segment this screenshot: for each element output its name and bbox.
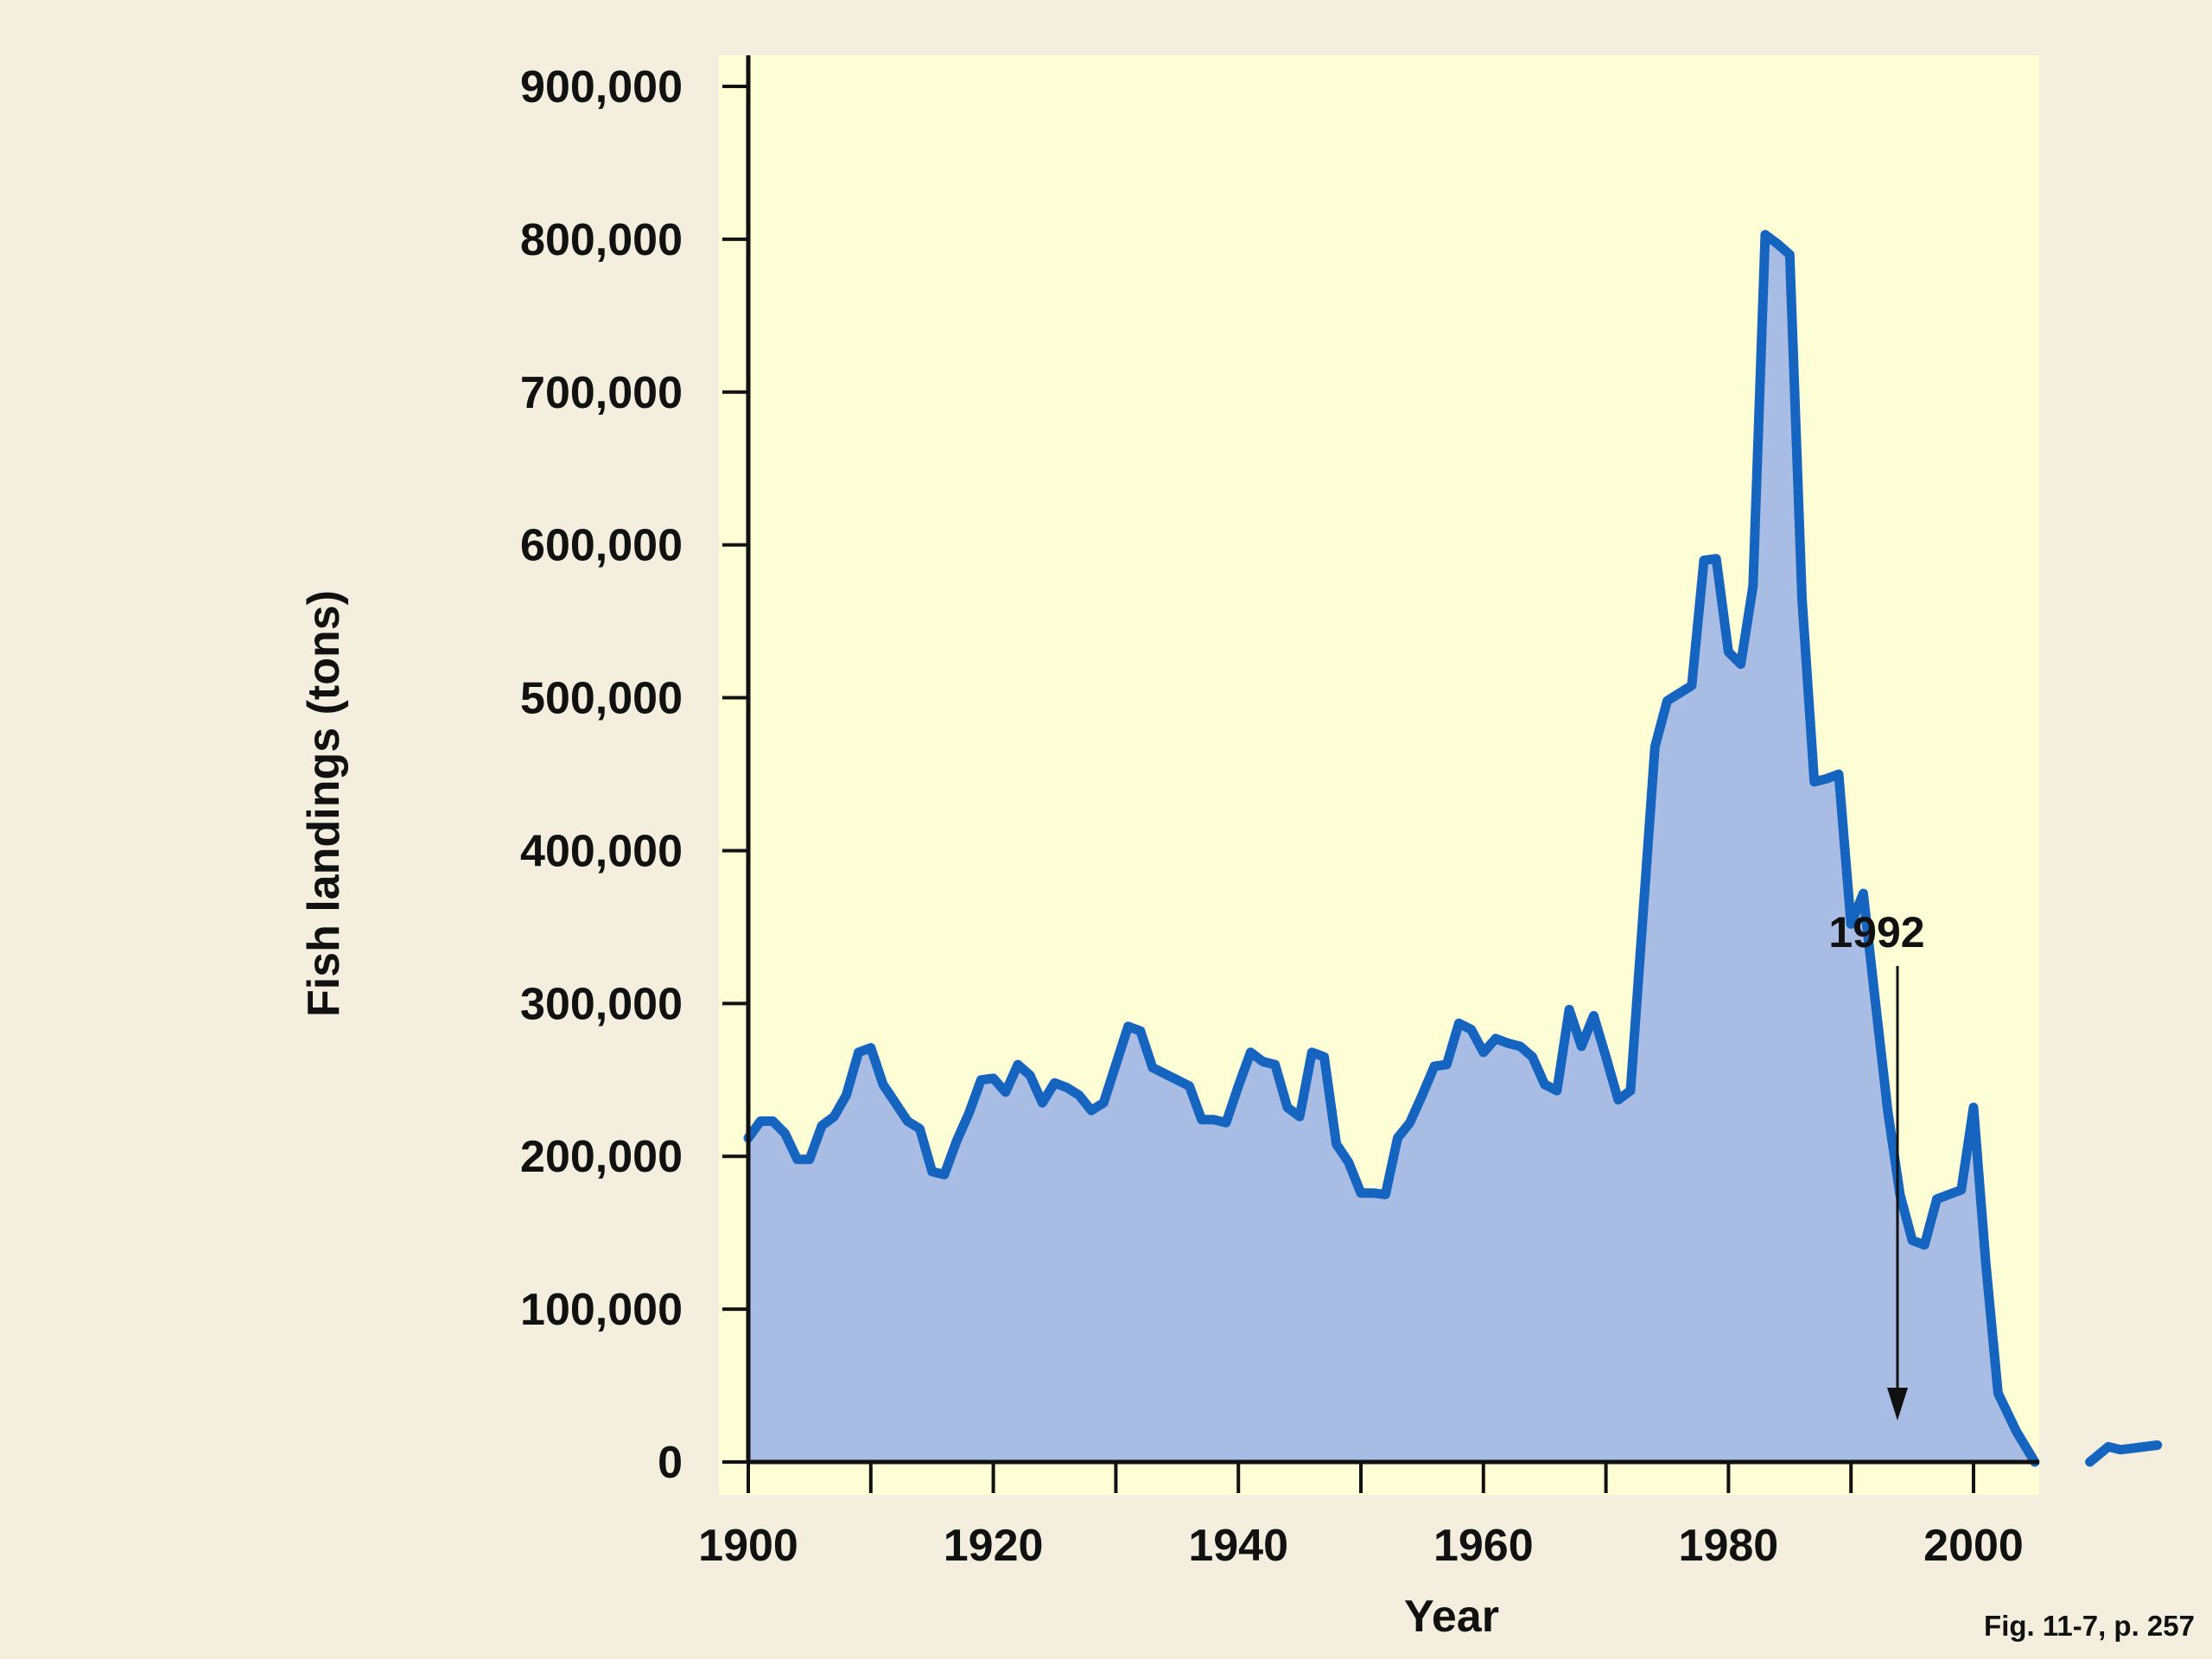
x-tick-label: 1920 [944, 1521, 1044, 1571]
x-tick-label: 1940 [1188, 1521, 1288, 1571]
annotation-label: 1992 [1828, 908, 1924, 957]
annotation: 1992 [1828, 908, 1925, 1421]
y-tick-label: 700,000 [520, 368, 683, 418]
series-area [748, 234, 2035, 1463]
y-tick-label: 600,000 [520, 521, 683, 571]
y-tick-label: 900,000 [520, 62, 683, 112]
y-tick-label: 500,000 [520, 674, 683, 724]
y-tick-label: 300,000 [520, 979, 683, 1029]
y-axis-title: Fish landings (tons) [299, 590, 349, 1017]
area-layer [743, 230, 2163, 1467]
y-tick-label: 800,000 [520, 215, 683, 265]
series-line-tail [2085, 1440, 2163, 1467]
axes [722, 55, 2039, 1493]
y-tick-label: 200,000 [520, 1132, 683, 1182]
x-axis-title: Year [1404, 1592, 1499, 1642]
y-tick-label: 400,000 [520, 826, 683, 876]
y-tick-label: 0 [658, 1438, 683, 1488]
annotation-arrow-head [1887, 1388, 1908, 1421]
tick-labels: 0 100,000 200,000 300,000 400,000 500,000 600,… [520, 62, 2024, 1571]
x-tick-label: 1960 [1433, 1521, 1534, 1571]
y-tick-label: 100,000 [520, 1285, 683, 1335]
series-line [743, 230, 2040, 1467]
x-tick-label: 2000 [1923, 1521, 2024, 1571]
x-tick-label: 1980 [1679, 1521, 1779, 1571]
figure-caption: Fig. 11-7, p. 257 [1984, 1610, 2195, 1642]
x-tick-label: 1900 [698, 1521, 798, 1571]
